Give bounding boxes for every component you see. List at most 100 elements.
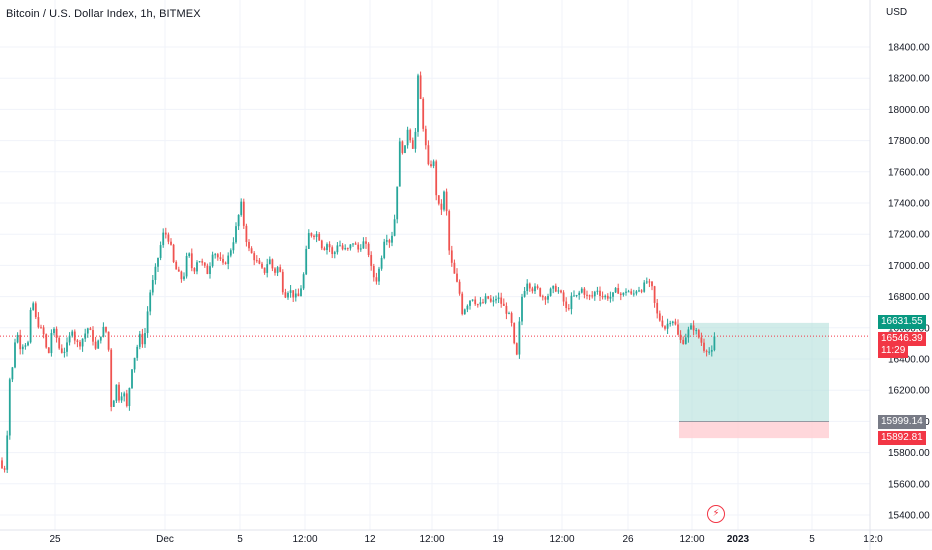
candle-body <box>518 321 521 355</box>
candle-body <box>406 129 409 146</box>
candle-body <box>253 253 256 261</box>
candle-body <box>391 235 393 243</box>
candle-body <box>580 288 583 293</box>
candle-body <box>645 281 648 283</box>
candle-body <box>502 303 505 306</box>
candle-body <box>50 333 53 354</box>
candle-body <box>445 191 448 212</box>
candle-body <box>302 274 305 289</box>
candle-body <box>596 290 599 292</box>
candle-body <box>177 269 180 272</box>
candle-body <box>94 341 97 349</box>
candle-body <box>27 342 29 346</box>
candle-body <box>682 339 685 345</box>
candle-body <box>146 311 149 334</box>
candle-body <box>383 241 386 258</box>
candle-body <box>565 301 568 309</box>
candle-body <box>21 346 24 350</box>
candle-body <box>635 291 638 294</box>
candle-body <box>141 333 144 345</box>
candle-body <box>58 337 61 349</box>
candle-body <box>47 347 50 354</box>
candle-body <box>60 348 63 353</box>
candle-body <box>89 328 92 331</box>
candle-body <box>92 330 94 342</box>
y-tick-label: 17000.00 <box>888 261 930 272</box>
candle-body <box>76 340 79 342</box>
candle-body <box>131 369 133 388</box>
candle-body <box>671 321 674 324</box>
candle-body <box>638 290 640 292</box>
y-tick-label: 17600.00 <box>888 167 930 178</box>
candle-body <box>640 290 643 292</box>
candle-body <box>6 435 9 470</box>
candle-body <box>679 334 682 340</box>
candle-body <box>469 300 471 306</box>
candle-body <box>458 281 461 294</box>
candle-body <box>440 203 443 210</box>
candle-body <box>227 255 230 264</box>
candle-body <box>138 333 141 347</box>
candle-body <box>183 276 185 280</box>
candle-body <box>224 262 227 264</box>
candle-body <box>53 328 55 334</box>
candle-body <box>281 271 284 293</box>
x-tick-label: Dec <box>156 534 174 545</box>
candle-body <box>86 328 89 334</box>
candle-body <box>393 219 396 236</box>
candle-body <box>357 244 360 250</box>
lightning-icon[interactable]: ⚡ <box>707 505 725 523</box>
candle-body <box>643 282 646 292</box>
candle-body <box>274 268 276 273</box>
candle-body <box>300 288 302 297</box>
candle-body <box>266 264 269 273</box>
candle-body <box>523 291 526 297</box>
candle-body <box>437 195 440 204</box>
x-tick-label: 25 <box>49 534 61 545</box>
candle-body <box>692 325 695 331</box>
candle-body <box>164 232 167 235</box>
candle-body <box>674 321 677 325</box>
x-tick-label: 12:00 <box>679 534 704 545</box>
candle-body <box>575 295 578 297</box>
candle-body <box>471 299 474 301</box>
candle-body <box>24 345 27 347</box>
candle-body <box>531 288 534 292</box>
candle-body <box>211 254 214 267</box>
candle-body <box>125 393 128 407</box>
candle-body <box>279 267 282 272</box>
candle-body <box>219 257 222 259</box>
candle-body <box>388 240 391 243</box>
last-price-label: 16546.39 <box>878 332 926 346</box>
candle-body <box>242 201 245 226</box>
y-tick-label: 17200.00 <box>888 230 930 241</box>
candle-body <box>411 140 414 149</box>
candle-body <box>190 253 193 269</box>
candle-body <box>268 259 271 265</box>
candle-body <box>81 338 84 347</box>
candle-body <box>315 233 318 237</box>
candle-body <box>42 327 45 335</box>
candle-body <box>497 297 500 300</box>
candle-body <box>297 293 300 297</box>
candle-body <box>651 281 653 287</box>
candle-body <box>336 245 339 253</box>
candle-body <box>632 293 635 295</box>
candle-body <box>107 331 110 350</box>
candle-body <box>601 295 604 298</box>
y-tick-label: 18200.00 <box>888 74 930 85</box>
candle-body <box>591 295 594 297</box>
candle-body <box>489 298 492 302</box>
candle-body <box>448 211 451 251</box>
candle-body <box>664 326 666 329</box>
candle-body <box>214 254 217 256</box>
candle-body <box>570 295 573 310</box>
candle-body <box>443 191 445 210</box>
candle-body <box>586 294 588 296</box>
candle-body <box>658 313 661 321</box>
x-tick-label: 12:0 <box>863 534 883 545</box>
candle-body <box>528 283 531 289</box>
candle-body <box>684 337 687 345</box>
candle-body <box>430 164 432 167</box>
